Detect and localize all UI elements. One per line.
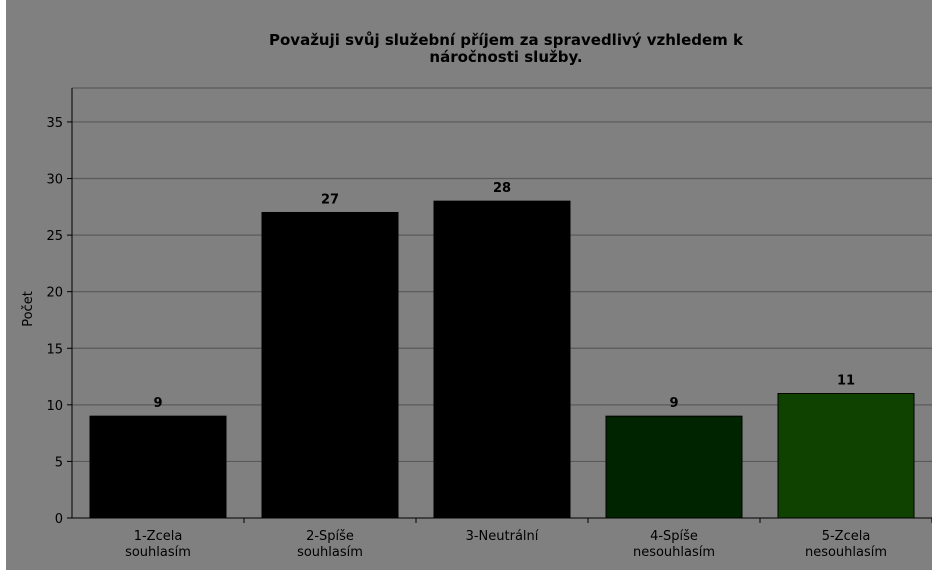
y-tick-label: 25	[46, 229, 63, 244]
y-tick-label: 15	[46, 342, 63, 357]
y-tick-label: 5	[55, 455, 63, 470]
data-label: 11	[837, 374, 855, 389]
y-tick-label: 35	[46, 116, 63, 131]
bar	[605, 415, 743, 519]
y-tick-label: 10	[46, 399, 63, 414]
bar	[261, 211, 399, 519]
y-tick-label: 0	[55, 512, 63, 527]
bar-chart: Považuji svůj služební příjem za spraved…	[6, 0, 932, 570]
x-tick-label: 4-Spíše	[650, 529, 698, 544]
bar	[433, 200, 571, 519]
data-label: 9	[153, 396, 162, 411]
y-tick-label: 30	[46, 173, 63, 188]
x-tick-label: 3-Neutrální	[466, 529, 539, 544]
x-tick-label: souhlasím	[297, 545, 363, 560]
y-tick-label: 20	[46, 286, 63, 301]
data-label: 9	[669, 396, 678, 411]
data-label: 28	[493, 181, 511, 196]
x-tick-label: 5-Zcela	[822, 529, 871, 544]
chart-title-line: Považuji svůj služební příjem za spraved…	[269, 31, 744, 49]
chart-area: Považuji svůj služební příjem za spraved…	[6, 0, 932, 570]
x-tick-label: souhlasím	[125, 545, 191, 560]
x-tick-label: 1-Zcela	[134, 529, 183, 544]
x-tick-label: nesouhlasím	[633, 545, 715, 560]
x-tick-label: nesouhlasím	[805, 545, 887, 560]
x-tick-label: 2-Spíše	[306, 529, 354, 544]
bar	[777, 393, 915, 519]
chart-title-line: náročnosti služby.	[429, 48, 582, 66]
y-axis-label: Počet	[21, 291, 36, 327]
bar	[89, 415, 227, 519]
data-label: 27	[321, 192, 339, 207]
